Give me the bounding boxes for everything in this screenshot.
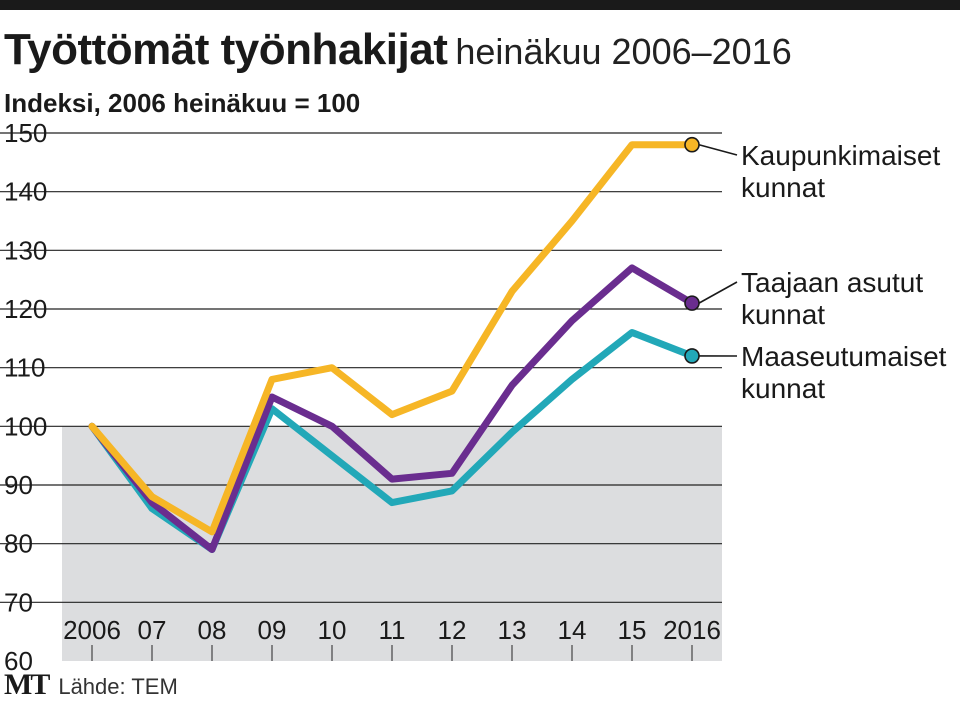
- y-tick-label: 140: [4, 177, 47, 207]
- chart-subtitle: Indeksi, 2006 heinäkuu = 100: [4, 88, 361, 118]
- leader-line: [698, 143, 738, 156]
- x-tick-label: 13: [498, 615, 527, 645]
- y-tick-label: 100: [4, 411, 47, 441]
- series-endpoint-marker: [684, 136, 700, 153]
- x-tick-label: 09: [258, 615, 287, 645]
- top-rule: [0, 0, 960, 10]
- y-tick-label: 110: [4, 353, 45, 383]
- chart-title: Työttömät työnhakijat heinäkuu 2006–2016: [4, 28, 792, 72]
- series-label: kunnat: [741, 373, 825, 404]
- footer: MT Lähde: TEM: [4, 670, 178, 700]
- title-period: heinäkuu 2006–2016: [455, 31, 792, 72]
- x-tick-label: 15: [618, 615, 647, 645]
- y-tick-label: 90: [4, 470, 33, 500]
- y-tick-label: 70: [4, 587, 33, 617]
- x-tick-label: 08: [198, 615, 227, 645]
- y-tick-label: 130: [4, 235, 47, 265]
- series-label: kunnat: [741, 172, 825, 203]
- series-label: Kaupunkimaiset: [741, 140, 940, 171]
- y-tick-label: 60: [4, 646, 33, 676]
- x-tick-label: 2016: [663, 615, 721, 645]
- y-tick-label: 80: [4, 529, 33, 559]
- title-main: Työttömät työnhakijat: [4, 25, 448, 74]
- x-tick-label: 12: [438, 615, 467, 645]
- x-tick-label: 11: [379, 615, 406, 645]
- publisher-logo: MT: [4, 668, 50, 701]
- x-tick-label: 10: [318, 615, 347, 645]
- series-line-1: [88, 264, 696, 553]
- series-endpoint-marker: [684, 348, 700, 364]
- series-endpoint-marker: [684, 295, 700, 311]
- y-tick-label: 120: [4, 294, 47, 324]
- source-note: Lähde: TEM: [58, 674, 178, 699]
- x-tick-label: 2006: [63, 615, 121, 645]
- series-label: Maaseutumaiset: [741, 341, 947, 372]
- x-tick-label: 07: [138, 615, 167, 645]
- series-label: kunnat: [741, 299, 825, 330]
- series-line-0: [88, 141, 696, 536]
- series-label: Taajaan asutut: [741, 267, 923, 298]
- x-tick-label: 14: [558, 615, 587, 645]
- y-tick-label: 150: [4, 118, 47, 148]
- leader-line: [698, 281, 738, 304]
